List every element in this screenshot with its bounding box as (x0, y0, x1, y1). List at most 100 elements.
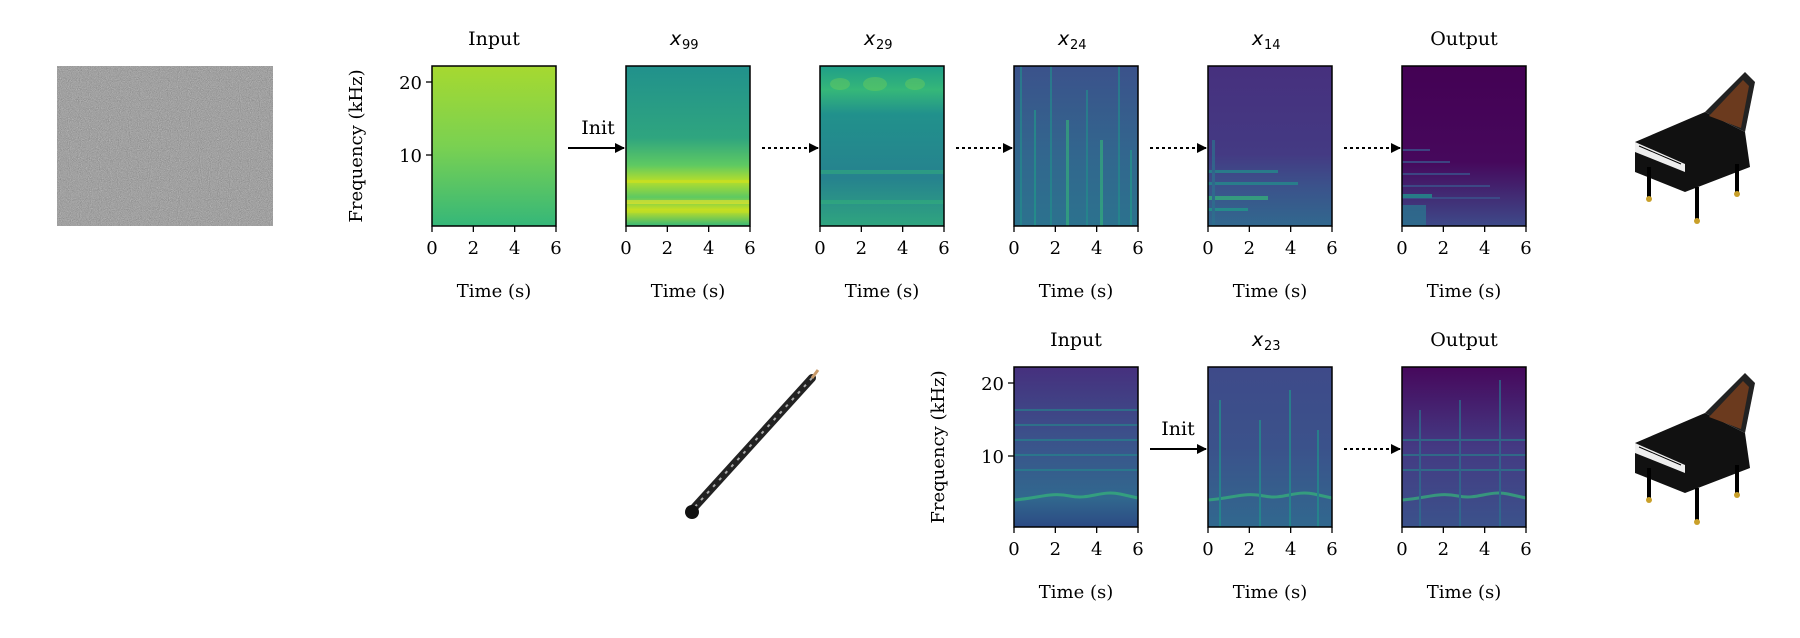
bottom-row: Input Output (685, 329, 1755, 528)
grand-piano-icon (1635, 72, 1755, 224)
x-tick-label: 0 (426, 238, 437, 259)
x-tick-label: 4 (1285, 238, 1296, 259)
y-tick-label: 20 (981, 374, 1004, 395)
panel-title-x14: x 14 (1251, 28, 1281, 53)
axes-frame (1401, 366, 1527, 528)
title-sub: 24 (1070, 38, 1087, 53)
x-tick-label: 6 (1132, 539, 1143, 560)
panel-title-x24: x 24 (1057, 28, 1087, 53)
x-tick-label: 6 (1326, 539, 1337, 560)
title-base: x (1251, 28, 1264, 50)
x-tick-label: 4 (1479, 238, 1490, 259)
x-tick-label: 4 (1285, 539, 1296, 560)
title-base: x (1057, 28, 1070, 50)
y-tick-label: 10 (981, 447, 1004, 468)
spectrogram-harmonics (1013, 409, 1139, 502)
y-axis-label: Frequency (kHz) (928, 370, 949, 523)
arrows-bottom: Init (1150, 418, 1401, 454)
x-tick-label: 4 (897, 238, 908, 259)
axes-frame (625, 65, 751, 227)
panel-title-x99: x 99 (669, 28, 699, 53)
spectrogram-harmonics (1207, 390, 1333, 527)
y-axis-label: Frequency (kHz) (346, 69, 367, 222)
panel-title-x23: x 23 (1251, 329, 1281, 354)
panel-top-x14 (1207, 65, 1333, 227)
arrows-top: Init (568, 117, 1401, 153)
x-tick-label: 0 (1202, 238, 1213, 259)
x-tick-label: 2 (1050, 539, 1061, 560)
x-tick-label: 2 (856, 238, 867, 259)
spectrogram (1014, 367, 1138, 527)
x-tick-label: 6 (938, 238, 949, 259)
x-tick-label: 4 (1091, 539, 1102, 560)
init-label: Init (1161, 418, 1195, 440)
x-axes: 0 2 4 6 Time (s) 0 2 4 6 Time (s) 0 2 4 6 Time (s) 0 2 4 6… (426, 226, 1532, 603)
spectrogram-harmonics (1402, 149, 1500, 226)
title-sub: 14 (1264, 38, 1281, 53)
axes-frame (819, 65, 945, 227)
x-tick-label: 2 (468, 238, 479, 259)
spectrogram-bands (626, 180, 750, 213)
x-tick-label: 2 (1244, 238, 1255, 259)
x-tick-label: 4 (1479, 539, 1490, 560)
x-tick-label: 4 (1091, 238, 1102, 259)
x-axis-label: Time (s) (1427, 281, 1502, 302)
x-tick-label: 0 (1008, 238, 1019, 259)
panel-title-x29: x 29 (863, 28, 893, 53)
x-axis-label: Time (s) (457, 281, 532, 302)
panel-top-x29 (819, 65, 945, 227)
spectrogram (1402, 66, 1526, 226)
spectrogram-streaks (1020, 66, 1132, 226)
spectrogram-harmonics (1208, 140, 1298, 226)
x-tick-label: 2 (1244, 539, 1255, 560)
panel-top-x99 (625, 65, 751, 227)
title-sub: 99 (682, 38, 699, 53)
spectrogram (432, 66, 556, 226)
title-sub: 29 (876, 38, 893, 53)
panel-title: Input (468, 28, 520, 50)
axes-frame (1207, 65, 1333, 227)
panel-top-x24 (1013, 65, 1139, 227)
x-tick-label: 0 (1008, 539, 1019, 560)
x-tick-label: 2 (1438, 238, 1449, 259)
x-tick-label: 6 (1520, 539, 1531, 560)
x-tick-label: 6 (1520, 238, 1531, 259)
y-tick-label: 20 (399, 73, 422, 94)
panel-title: Input (1050, 329, 1102, 351)
spectrogram (626, 66, 750, 226)
panel-bottom-input: Input (1013, 329, 1139, 528)
spectrogram (1402, 367, 1526, 527)
x-tick-label: 6 (1326, 238, 1337, 259)
x-axis-label: Time (s) (1039, 582, 1114, 603)
spectrogram (820, 66, 944, 226)
x-tick-label: 6 (550, 238, 561, 259)
x-tick-label: 2 (1438, 539, 1449, 560)
x-axis-label: Time (s) (1233, 582, 1308, 603)
panel-top-output: Output (1401, 28, 1527, 227)
panel-bottom-x23 (1207, 366, 1333, 528)
title-base: x (669, 28, 682, 50)
y-axis-bottom: 20 10 Frequency (kHz) (928, 370, 1014, 524)
axes-frame (1013, 65, 1139, 227)
x-tick-label: 2 (1050, 238, 1061, 259)
x-tick-label: 0 (1202, 539, 1213, 560)
init-label: Init (581, 117, 615, 139)
x-tick-label: 0 (1396, 238, 1407, 259)
panel-top-input: Input (431, 28, 557, 227)
panel-bottom-output: Output (1401, 329, 1527, 528)
x-tick-label: 0 (620, 238, 631, 259)
x-tick-label: 4 (703, 238, 714, 259)
x-axis-label: Time (s) (1427, 582, 1502, 603)
y-axis-top: 20 10 Frequency (kHz) (346, 69, 432, 223)
x-tick-label: 6 (744, 238, 755, 259)
spectrogram (1208, 66, 1332, 226)
x-tick-label: 2 (662, 238, 673, 259)
x-tick-label: 0 (1396, 539, 1407, 560)
x-axis-label: Time (s) (1039, 281, 1114, 302)
axes-frame (431, 65, 557, 227)
axes-frame (1013, 366, 1139, 528)
x-tick-label: 4 (509, 238, 520, 259)
x-axis-label: Time (s) (1233, 281, 1308, 302)
noise-image (57, 66, 273, 226)
